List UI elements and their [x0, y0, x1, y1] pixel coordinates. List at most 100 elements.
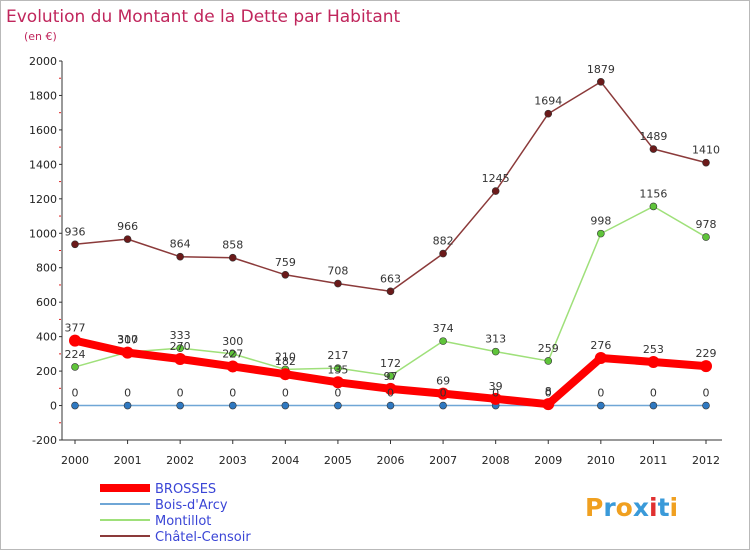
- data-point: [702, 233, 710, 241]
- data-label: 0: [334, 387, 341, 400]
- data-point: [226, 360, 239, 373]
- data-label: 1694: [534, 95, 562, 108]
- data-label: 759: [275, 256, 296, 269]
- data-label: 0: [282, 387, 289, 400]
- x-tick-label: 2005: [324, 454, 352, 467]
- x-tick-label: 2008: [482, 454, 510, 467]
- logo-letter: i: [670, 493, 679, 522]
- x-tick-label: 2003: [219, 454, 247, 467]
- data-label: 0: [597, 387, 604, 400]
- data-point: [384, 382, 397, 395]
- data-point: [228, 350, 237, 358]
- data-label: 270: [170, 340, 191, 353]
- series-layer: [69, 78, 712, 411]
- data-point: [544, 109, 553, 118]
- data-point: [71, 240, 79, 249]
- data-label: 0: [650, 387, 657, 400]
- logo-letter: t: [658, 493, 670, 522]
- data-label: 998: [590, 215, 611, 228]
- chart-title: Evolution du Montant de la Dette par Hab…: [6, 7, 401, 27]
- data-label: 69: [436, 375, 450, 388]
- logo-letter: r: [603, 493, 616, 522]
- data-point: [542, 398, 555, 411]
- x-tick-label: 2000: [61, 454, 89, 467]
- data-point: [491, 347, 500, 356]
- data-label: 0: [177, 387, 184, 400]
- data-label: 377: [65, 322, 86, 335]
- data-point: [649, 202, 658, 211]
- data-label: 1489: [639, 130, 667, 143]
- logo-text: Proxiti: [585, 493, 678, 522]
- data-label: 374: [433, 322, 454, 335]
- data-label: 333: [170, 329, 191, 342]
- proxiti-logo: Proxiti: [585, 493, 678, 522]
- data-label: 217: [327, 349, 348, 362]
- chart-subtitle: (en €): [24, 30, 57, 43]
- data-point: [437, 387, 450, 400]
- data-point: [334, 279, 342, 288]
- x-tick-label: 2001: [114, 454, 142, 467]
- data-label: 0: [124, 387, 131, 400]
- data-label: 253: [643, 343, 664, 356]
- y-tick-label: 800: [36, 262, 57, 275]
- data-label: 135: [327, 363, 348, 376]
- data-point: [281, 270, 290, 279]
- legend-label: Bois-d'Arcy: [155, 498, 228, 513]
- logo-letter: i: [649, 493, 658, 522]
- data-point: [174, 353, 187, 366]
- data-point: [702, 401, 710, 410]
- data-label: 936: [65, 225, 86, 238]
- data-label: 0: [492, 387, 499, 400]
- y-tick-label: 1200: [29, 193, 57, 206]
- data-label: 1245: [482, 172, 510, 185]
- y-tick-label: -200: [32, 434, 57, 447]
- data-label: 864: [170, 238, 191, 251]
- data-label: 300: [222, 335, 243, 348]
- x-tick-label: 2011: [639, 454, 667, 467]
- data-point: [386, 287, 395, 296]
- legend-label: BROSSES: [155, 482, 216, 497]
- data-point: [386, 372, 395, 380]
- data-label: 0: [72, 387, 79, 400]
- data-label: 966: [117, 220, 138, 233]
- data-label: 882: [433, 235, 454, 248]
- data-point: [439, 249, 447, 258]
- data-label: 0: [703, 387, 710, 400]
- y-tick-label: 1800: [29, 89, 57, 102]
- data-labels: 936 966 864 858 759 708 663 882 1245 1694 1879 1489…: [65, 63, 721, 400]
- data-point: [176, 252, 184, 261]
- data-label: 307: [117, 334, 138, 347]
- data-point: [597, 401, 605, 410]
- data-label: 978: [696, 218, 717, 231]
- data-label: 0: [387, 387, 394, 400]
- data-label: 0: [545, 387, 552, 400]
- data-label: 708: [327, 265, 348, 278]
- y-tick-label: 0: [50, 400, 57, 413]
- data-point: [597, 229, 605, 238]
- data-point: [334, 364, 342, 372]
- data-point: [594, 351, 607, 364]
- data-label: 210: [275, 350, 296, 363]
- data-label: 227: [222, 347, 243, 360]
- y-tick-label: 1600: [29, 124, 57, 137]
- data-point: [176, 344, 184, 352]
- data-point: [176, 401, 184, 410]
- data-point: [544, 357, 553, 365]
- data-label: 1879: [587, 63, 615, 76]
- x-tick-label: 2007: [429, 454, 457, 467]
- x-tick-label: 2002: [166, 454, 194, 467]
- data-point: [439, 401, 447, 410]
- data-point: [123, 235, 132, 243]
- data-point: [281, 401, 290, 410]
- y-tick-label: 400: [36, 331, 57, 344]
- data-point: [71, 401, 79, 410]
- data-label: 8: [545, 385, 552, 398]
- data-point: [279, 368, 292, 381]
- data-point: [649, 145, 658, 153]
- data-point: [69, 334, 81, 347]
- data-label: 1156: [639, 187, 667, 200]
- data-point: [123, 401, 132, 410]
